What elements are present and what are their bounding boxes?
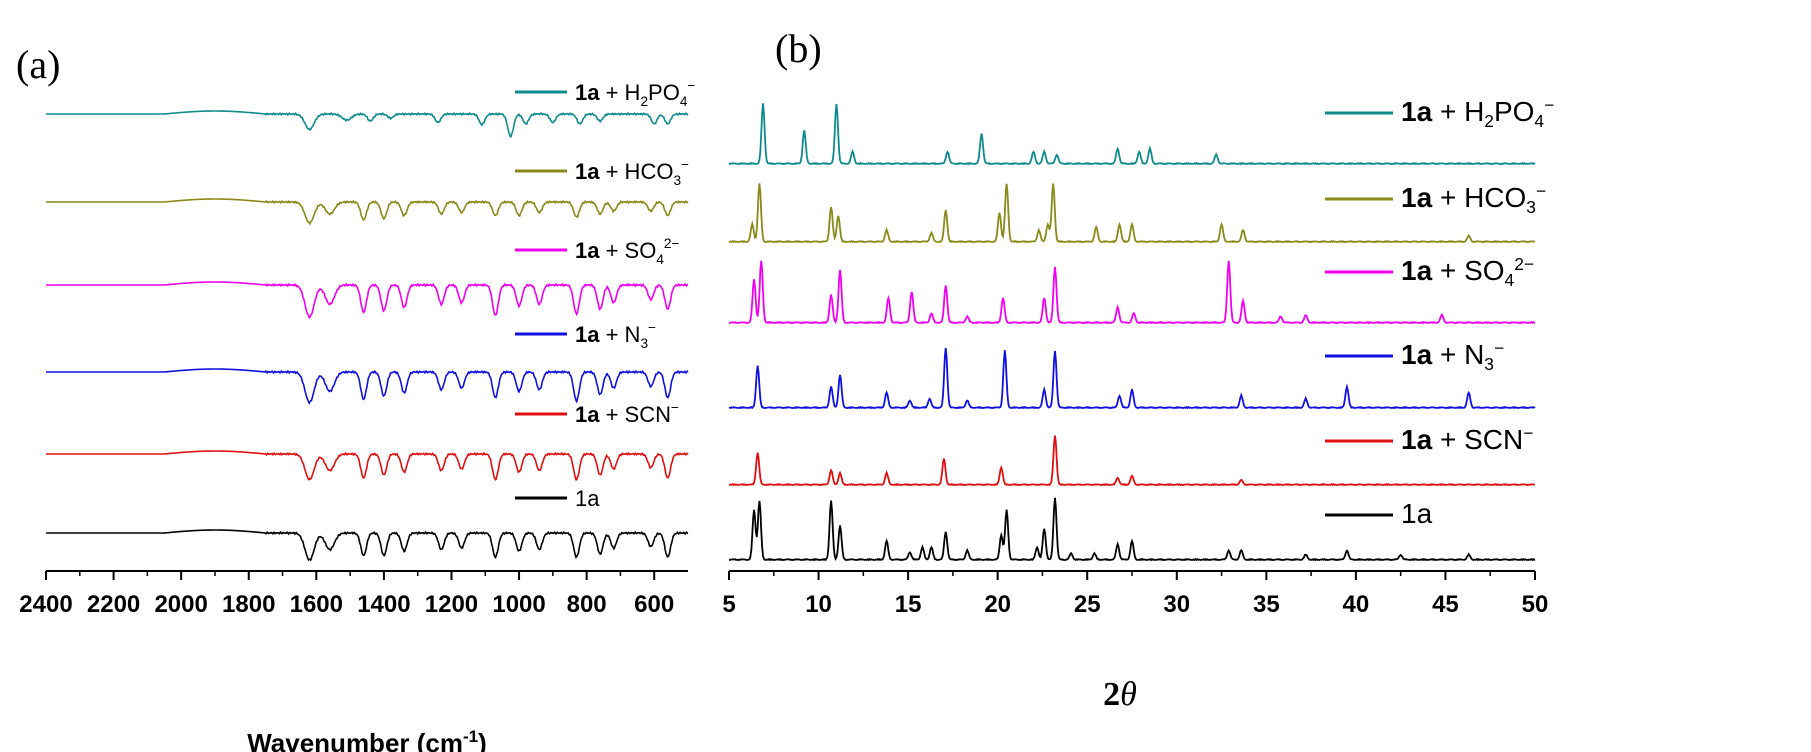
- panel-b-traces: [728, 103, 1536, 562]
- trace-6: [728, 497, 1536, 562]
- x-tick-label: 35: [1253, 591, 1280, 618]
- x-tick-label: 10: [805, 591, 832, 618]
- trace-3: [46, 281, 689, 319]
- legend-label: 1a + H2PO4−: [1401, 95, 1554, 131]
- legend-label-compound: 1a: [575, 159, 606, 184]
- panel-a-traces: [46, 110, 689, 562]
- x-tick-label: 600: [634, 591, 674, 618]
- x-tick-label: 1200: [425, 591, 478, 618]
- legend-label-compound: 1a: [575, 80, 606, 105]
- legend-label: 1a + SCN−: [1401, 423, 1533, 455]
- x-tick-label: 25: [1074, 591, 1101, 618]
- trace-4: [46, 368, 689, 405]
- x-tick-label: 2000: [154, 591, 207, 618]
- trace-5: [46, 450, 689, 481]
- x-tick-label: 1600: [290, 591, 343, 618]
- trace-5: [728, 435, 1536, 487]
- trace-2: [46, 198, 689, 226]
- x-tick-label: 40: [1343, 591, 1370, 618]
- panel-b-x-axis-title: 2θ: [1103, 676, 1137, 713]
- x-tick-label: 20: [984, 591, 1011, 618]
- legend-label-compound: 1a: [1401, 182, 1440, 213]
- x-tick-label: 15: [895, 591, 922, 618]
- legend-label: 1a + SO42−: [575, 236, 679, 267]
- legend-label: 1a: [575, 486, 600, 511]
- legend-label-compound: 1a: [575, 402, 606, 427]
- legend-label-compound: 1a: [575, 238, 606, 263]
- x-tick-label: 30: [1163, 591, 1190, 618]
- trace-3: [728, 260, 1536, 325]
- panel-b-label: (b): [775, 26, 822, 71]
- legend-label: 1a + N3−: [1401, 338, 1504, 374]
- trace-2: [728, 183, 1536, 244]
- legend-label: 1a: [1401, 498, 1433, 529]
- panel-a-legend: 1a + H2PO4−1a + HCO3−1a + SO42−1a + N3−1…: [515, 78, 695, 511]
- x-tick-label: 45: [1432, 591, 1459, 618]
- legend-label: 1a + HCO3−: [575, 157, 689, 188]
- legend-label: 1a + HCO3−: [1401, 181, 1546, 217]
- panel-a-x-axis-title: Wavenumber (cm-1): [247, 727, 487, 752]
- panel-b-x-ticks: 5 10 15 20 25 30 35 40 45 50: [722, 571, 1548, 618]
- x-tick-label: 800: [567, 591, 607, 618]
- trace-4: [728, 347, 1536, 410]
- panel-a-chart: (a) 1a + H2PO4− 1a + HCO3− 1a + SO42− 1a + …: [16, 42, 695, 752]
- x-tick-label: 2400: [19, 591, 72, 618]
- legend-label: 1a + N3−: [575, 320, 656, 351]
- legend-label: 1a + SCN−: [575, 400, 679, 427]
- x-tick-label: 1800: [222, 591, 275, 618]
- legend-label-compound: 1a: [1401, 339, 1440, 370]
- trace-6: [46, 529, 689, 562]
- panel-a-x-ticks: 2400 2200 2000 1800 1600 1400 1200 1000 800 600: [19, 571, 674, 618]
- legend-label-compound: 1a: [1401, 424, 1440, 455]
- panel-b-chart: (b) 1a + H2PO4− 1a + HCO3− 1a + SO42− 1a + …: [722, 26, 1554, 713]
- legend-label-compound: 1a: [575, 322, 606, 347]
- x-tick-label: 1000: [492, 591, 545, 618]
- panel-a-label: (a): [16, 42, 60, 87]
- legend-label-compound: 1a: [1401, 255, 1440, 286]
- x-tick-label: 5: [722, 591, 735, 618]
- trace-1: [46, 110, 689, 138]
- legend-label: 1a + H2PO4−: [575, 78, 695, 109]
- x-tick-label: 2200: [87, 591, 140, 618]
- x-tick-label: 1400: [357, 591, 410, 618]
- legend-label-compound: 1a: [1401, 96, 1440, 127]
- x-tick-label: 50: [1522, 591, 1549, 618]
- panel-b-legend: 1a + H2PO4−1a + HCO3−1a + SO42−1a + N3−1…: [1325, 95, 1554, 529]
- legend-label: 1a + SO42−: [1401, 254, 1534, 290]
- trace-1: [728, 103, 1536, 166]
